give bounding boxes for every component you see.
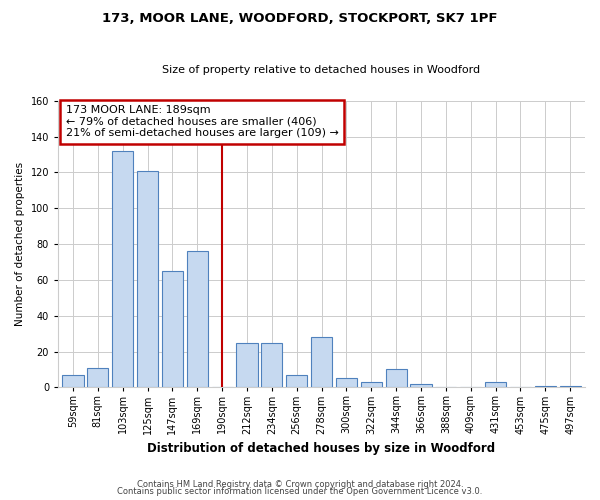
Bar [87, 368, 109, 388]
Bar [112, 151, 133, 388]
Bar [137, 170, 158, 388]
Bar [535, 386, 556, 388]
X-axis label: Distribution of detached houses by size in Woodford: Distribution of detached houses by size … [148, 442, 496, 455]
Bar [336, 378, 357, 388]
Bar [386, 370, 407, 388]
Bar [311, 337, 332, 388]
Bar [361, 382, 382, 388]
Text: 173 MOOR LANE: 189sqm
← 79% of detached houses are smaller (406)
21% of semi-det: 173 MOOR LANE: 189sqm ← 79% of detached … [66, 105, 339, 138]
Bar [410, 384, 431, 388]
Bar [286, 375, 307, 388]
Bar [62, 375, 83, 388]
Bar [485, 382, 506, 388]
Bar [261, 342, 283, 388]
Bar [236, 342, 257, 388]
Bar [187, 251, 208, 388]
Y-axis label: Number of detached properties: Number of detached properties [15, 162, 25, 326]
Bar [162, 271, 183, 388]
Bar [560, 386, 581, 388]
Text: 173, MOOR LANE, WOODFORD, STOCKPORT, SK7 1PF: 173, MOOR LANE, WOODFORD, STOCKPORT, SK7… [102, 12, 498, 26]
Text: Contains HM Land Registry data © Crown copyright and database right 2024.: Contains HM Land Registry data © Crown c… [137, 480, 463, 489]
Text: Contains public sector information licensed under the Open Government Licence v3: Contains public sector information licen… [118, 487, 482, 496]
Title: Size of property relative to detached houses in Woodford: Size of property relative to detached ho… [163, 65, 481, 75]
